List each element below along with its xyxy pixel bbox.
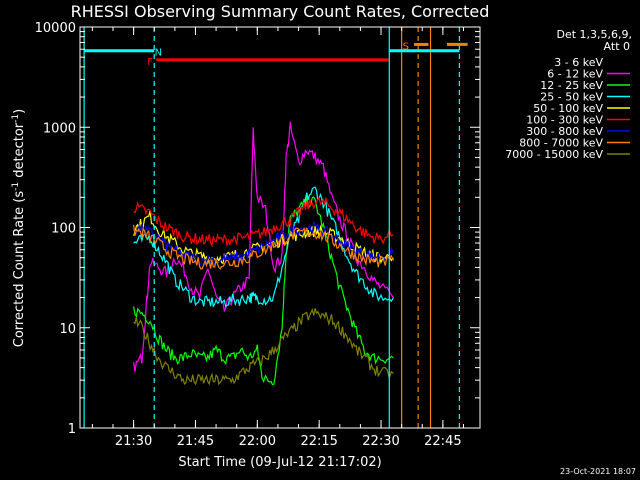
chart-title: RHESSI Observing Summary Count Rates, Co… [71,2,490,21]
y-tick-label-3: 1000 [43,121,76,136]
legend-label-1: 6 - 12 keV [547,68,603,81]
series-line-1 [133,121,394,372]
x-tick-label-4: 22:30 [362,434,399,449]
series-line-3 [133,186,394,309]
legend-label-2: 12 - 25 keV [540,79,603,92]
legend-label-8: 7000 - 15000 keV [505,148,603,161]
legend-label-4: 50 - 100 keV [533,102,603,115]
footer-date: 23-Oct-2021 18:07 [560,467,636,476]
y-tick-label-4: 10000 [35,21,76,36]
legend-label-0: 3 - 6 keV [554,56,603,69]
flag-label-S: S [403,41,409,52]
legend-label-7: 800 - 7000 keV [519,137,603,150]
legend-label-5: 100 - 300 keV [526,114,603,127]
y-tick-label-1: 10 [59,322,76,337]
x-tick-label-0: 21:30 [115,434,152,449]
series-line-7 [133,224,394,270]
flag-label-F: F [147,57,153,68]
legend-label-3: 25 - 50 keV [540,91,603,104]
x-tick-label-2: 22:00 [239,434,276,449]
y-axis-label: Corrected Count Rate (s-1 detector-1) [11,109,27,347]
series-layer [133,121,394,386]
series-line-2 [133,195,394,386]
series-line-8 [133,308,394,386]
flags-layer: NF S [83,27,468,428]
y-axis: 1 10 100 1000 10000 [35,21,480,437]
flag-label-N: N [155,48,162,59]
y-tick-label-0: 1 [68,422,76,437]
legend-label-6: 300 - 800 keV [526,125,603,138]
x-tick-label-3: 22:15 [300,434,337,449]
x-axis: 21:30 21:45 22:00 22:15 22:30 22:45 [91,27,465,449]
x-axis-label: Start Time (09-Jul-12 21:17:02) [178,455,381,470]
x-tick-label-1: 21:45 [177,434,214,449]
series-line-5 [133,196,394,248]
y-tick-label-2: 100 [51,222,76,237]
legend-header-1: Det 1,3,5,6,9, [556,28,632,41]
series-line-6 [133,220,394,267]
x-tick-label-5: 22:45 [424,434,461,449]
legend-header-2: Att 0 [604,40,630,53]
